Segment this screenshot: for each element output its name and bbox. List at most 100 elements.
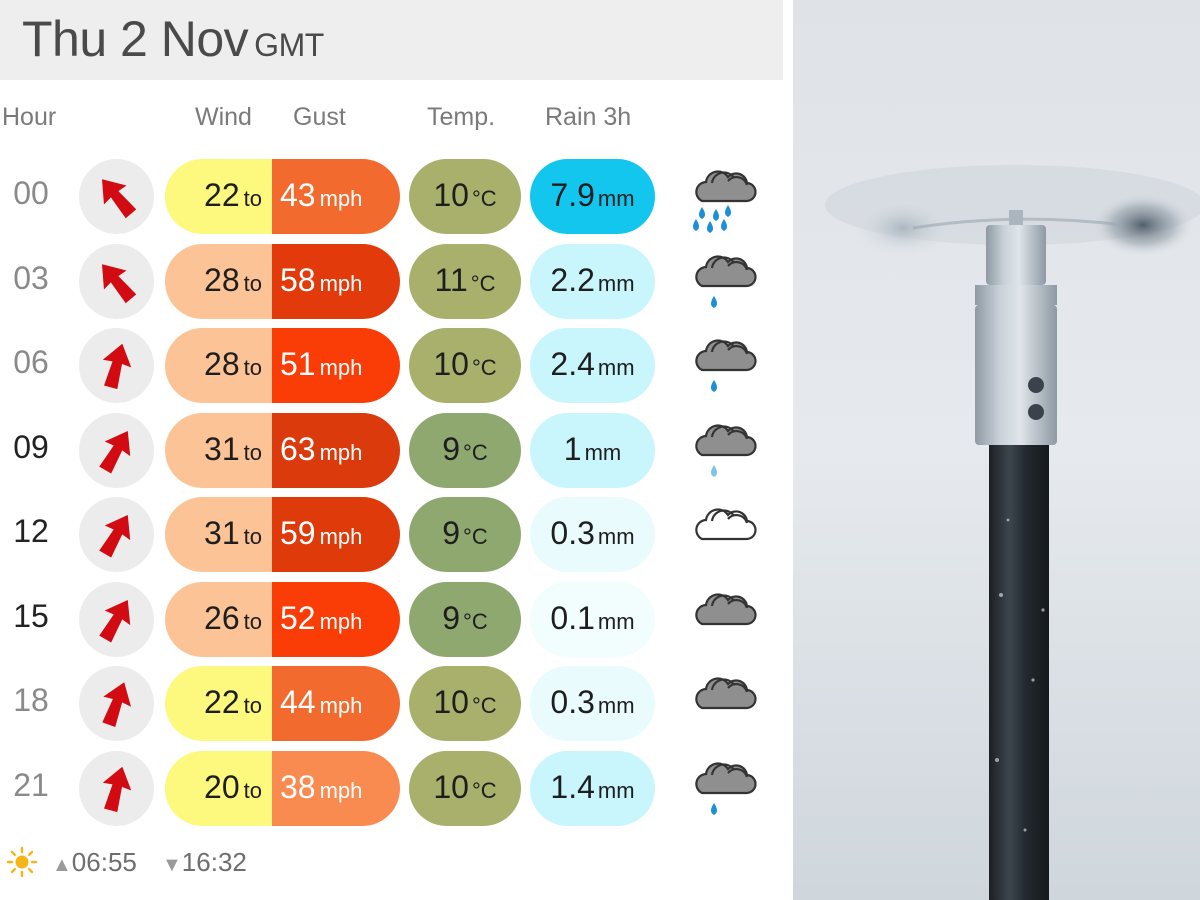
rain-value: 0.3 (550, 515, 595, 551)
wind-speed-cell: 28 to (165, 243, 272, 319)
temperature-pill: 9 °C (409, 581, 521, 657)
temperature-value: 10 (433, 684, 469, 720)
temperature-value: 10 (433, 346, 469, 382)
temperature-pill: 9 °C (409, 497, 521, 572)
cloud-icon (695, 592, 757, 625)
speed-unit: mph (319, 777, 363, 803)
date-header: Thu 2 Nov GMT (0, 0, 783, 80)
column-header-temp: Temp. (427, 103, 496, 131)
column-header-hour: Hour (2, 103, 57, 131)
temperature-value: 11 (434, 261, 468, 298)
wind-direction (79, 412, 154, 488)
rain-value: 2.4 (550, 346, 595, 382)
anemometer-image (793, 0, 1200, 900)
temp-unit: °C (463, 439, 488, 465)
temperature-pill: 10 °C (409, 750, 521, 826)
sun-icon (6, 846, 38, 878)
rain-icon (695, 761, 757, 815)
wind-speed: 31 (204, 515, 240, 551)
forecast-panel: Thu 2 Nov GMT Hour Wind Gust Temp. Rain 3… (0, 0, 783, 882)
rain-unit: mm (597, 355, 635, 380)
temp-unit: °C (471, 693, 497, 718)
gust-speed-cell: 59 mph (272, 497, 400, 572)
hour-label: 03 (13, 259, 49, 296)
wind-gust-pill: 22 to 43 mph (165, 159, 400, 234)
wind-direction (79, 243, 154, 319)
wind-speed: 26 (204, 599, 240, 636)
wind-speed-cell: 20 to (165, 750, 272, 826)
hour-label: 18 (13, 682, 49, 718)
to-label: to (243, 270, 262, 296)
forecast-row: 21 20 to 38 mph 10 °C 1.4 mm (0, 749, 783, 827)
rain-value: 1 (563, 430, 582, 467)
date-label: Thu 2 Nov (22, 11, 249, 67)
gust-speed: 44 (280, 684, 316, 720)
rain-pill: 2.4 mm (530, 328, 655, 403)
rain-unit: mm (597, 608, 635, 634)
hour-label: 15 (13, 597, 49, 634)
rain-pill: 0.3 mm (530, 497, 655, 572)
wind-speed-cell: 22 to (165, 666, 272, 741)
sun-times-footer: ▲06:55 ▼16:32 (0, 842, 783, 882)
sunrise-icon: ▲ (52, 854, 72, 876)
hour-label: 12 (13, 513, 49, 549)
temperature-pill: 10 °C (409, 159, 521, 234)
wind-gust-pill: 28 to 58 mph (165, 243, 400, 319)
rain-unit: mm (597, 693, 635, 718)
temp-unit: °C (471, 355, 497, 380)
rain-unit: mm (597, 524, 635, 549)
wind-direction (79, 750, 154, 826)
wind-arrow-icon (102, 682, 131, 728)
speed-unit: mph (319, 608, 363, 634)
gust-speed-cell: 58 mph (272, 243, 400, 319)
temperature-value: 9 (442, 515, 461, 551)
wind-gust-pill: 31 to 59 mph (165, 497, 400, 572)
to-label: to (243, 439, 262, 465)
temp-unit: °C (463, 608, 488, 634)
rain-value: 0.1 (550, 599, 595, 636)
wind-speed: 28 (204, 346, 240, 382)
wind-speed-cell: 22 to (165, 159, 272, 234)
cloud-icon (695, 677, 757, 710)
hour-label: 00 (13, 175, 49, 211)
wind-speed-cell: 31 to (165, 497, 272, 572)
rain-value: 2.2 (550, 261, 595, 298)
hour-label: 06 (13, 344, 49, 380)
gust-speed: 52 (280, 599, 316, 636)
temperature-pill: 11 °C (409, 243, 521, 319)
wind-gust-pill: 22 to 44 mph (165, 666, 400, 741)
rain-unit: mm (597, 186, 635, 211)
wind-speed: 20 (204, 768, 240, 805)
temperature-value: 10 (433, 177, 469, 213)
rain-icon (695, 254, 757, 308)
gust-speed-cell: 51 mph (272, 328, 400, 403)
forecast-row: 00 22 to 43 mph 10 °C 7.9 mm (0, 157, 783, 235)
wind-speed: 22 (204, 684, 240, 720)
gust-speed-cell: 38 mph (272, 750, 400, 826)
gust-speed-cell: 44 mph (272, 666, 400, 741)
rain-unit: mm (597, 777, 635, 803)
wind-speed-cell: 26 to (165, 581, 272, 657)
gust-speed-cell: 63 mph (272, 412, 400, 488)
wind-speed: 22 (204, 177, 240, 213)
rain-pill: 0.3 mm (530, 666, 655, 741)
sunrise-label: 06:55 (71, 847, 137, 877)
speed-unit: mph (319, 439, 363, 465)
temperature-pill: 10 °C (409, 328, 521, 403)
rain-pill: 1 mm (530, 412, 655, 488)
rain-value: 1.4 (550, 768, 595, 805)
wind-direction (79, 581, 154, 657)
gust-speed: 59 (280, 515, 316, 551)
wind-arrow-icon (102, 343, 132, 390)
speed-unit: mph (319, 186, 363, 211)
forecast-row: 12 31 to 59 mph 9 °C 0.3 mm (0, 495, 783, 573)
sunrise-time: ▲06:55 (52, 847, 137, 878)
rain-value: 7.9 (550, 177, 595, 213)
anemometer-photo (793, 0, 1200, 900)
to-label: to (243, 608, 262, 634)
wind-arrow-icon (99, 599, 131, 642)
temp-unit: °C (470, 270, 496, 296)
rain-heavy-icon (693, 170, 757, 233)
speed-unit: mph (319, 270, 363, 296)
wind-arrow-icon (99, 514, 131, 558)
